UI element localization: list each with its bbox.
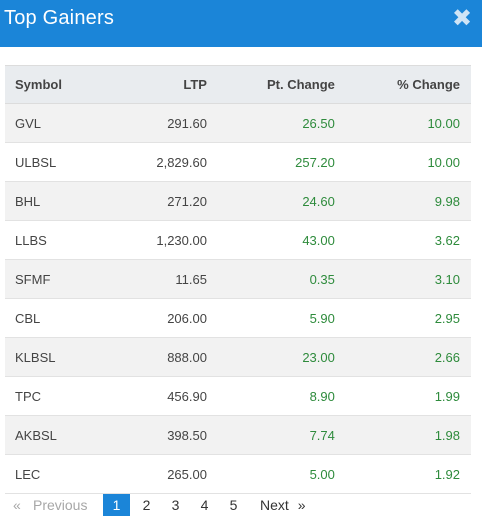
previous-page-button: Previous xyxy=(33,497,88,513)
cell-pct-change: 1.99 xyxy=(434,388,460,404)
column-header-ltp[interactable]: LTP xyxy=(112,65,208,104)
cell-ltp: 271.20 xyxy=(167,193,207,209)
modal-header: Top Gainers ✖ xyxy=(0,0,482,47)
cell-symbol: ULBSL xyxy=(15,154,57,170)
table-row[interactable]: KLBSL 888.00 23.00 2.66 xyxy=(5,337,471,377)
cell-symbol: GVL xyxy=(15,115,42,131)
table-row[interactable]: ULBSL 2,829.60 257.20 10.00 xyxy=(5,142,471,182)
table-header-row: Symbol LTP Pt. Change % Change xyxy=(5,65,471,104)
cell-ltp: 456.90 xyxy=(167,388,207,404)
cell-pt-change: 23.00 xyxy=(302,349,335,365)
cell-pct-change: 9.98 xyxy=(434,193,460,209)
table-body: GVL 291.60 26.50 10.00 ULBSL 2,829.60 25… xyxy=(5,103,471,494)
cell-pct-change: 2.66 xyxy=(434,349,460,365)
cell-pt-change: 8.90 xyxy=(309,388,335,404)
cell-pt-change: 24.60 xyxy=(302,193,335,209)
cell-symbol: BHL xyxy=(15,193,41,209)
cell-ltp: 291.60 xyxy=(167,115,207,131)
close-icon[interactable]: ✖ xyxy=(451,5,473,32)
cell-pct-change: 10.00 xyxy=(427,115,460,131)
gainers-table: Symbol LTP Pt. Change % Change GVL 291.6… xyxy=(5,65,471,494)
table-row[interactable]: BHL 271.20 24.60 9.98 xyxy=(5,181,471,221)
cell-ltp: 11.65 xyxy=(175,271,207,287)
cell-ltp: 888.00 xyxy=(167,349,207,365)
previous-arrow-icon: « xyxy=(13,497,21,513)
cell-pct-change: 10.00 xyxy=(427,154,460,170)
cell-pct-change: 3.10 xyxy=(434,271,460,287)
cell-pt-change: 257.20 xyxy=(295,154,335,170)
page-button-4[interactable]: 4 xyxy=(200,497,209,513)
cell-ltp: 2,829.60 xyxy=(156,154,207,170)
cell-pct-change: 3.62 xyxy=(434,232,460,248)
column-header-symbol[interactable]: Symbol xyxy=(5,65,113,104)
cell-ltp: 1,230.00 xyxy=(156,232,207,248)
modal-title: Top Gainers xyxy=(4,7,115,29)
cell-pt-change: 7.74 xyxy=(309,427,335,443)
pagination: « Previous 1 2 3 4 5 Next » xyxy=(13,494,306,516)
next-arrow-icon[interactable]: » xyxy=(297,497,306,513)
table-row[interactable]: TPC 456.90 8.90 1.99 xyxy=(5,376,471,416)
cell-ltp: 398.50 xyxy=(167,427,207,443)
cell-symbol: SFMF xyxy=(15,271,51,287)
cell-symbol: TPC xyxy=(15,388,41,404)
cell-pct-change: 1.92 xyxy=(434,466,460,482)
table-row[interactable]: LLBS 1,230.00 43.00 3.62 xyxy=(5,220,471,260)
cell-symbol: LEC xyxy=(15,466,41,482)
cell-pct-change: 2.95 xyxy=(434,310,460,326)
cell-symbol: KLBSL xyxy=(15,349,56,365)
column-header-pt-change[interactable]: Pt. Change xyxy=(207,65,336,104)
cell-symbol: AKBSL xyxy=(15,427,57,443)
page-button-1[interactable]: 1 xyxy=(103,494,130,516)
column-header-pct-change[interactable]: % Change xyxy=(335,65,471,104)
table-header: Symbol LTP Pt. Change % Change xyxy=(5,65,471,104)
page-button-2[interactable]: 2 xyxy=(142,497,151,513)
cell-pct-change: 1.98 xyxy=(434,427,460,443)
table-row[interactable]: SFMF 11.65 0.35 3.10 xyxy=(5,259,471,299)
cell-pt-change: 43.00 xyxy=(302,232,335,248)
cell-symbol: LLBS xyxy=(15,232,47,248)
page-button-3[interactable]: 3 xyxy=(171,497,180,513)
cell-pt-change: 5.00 xyxy=(309,466,335,482)
page-button-5[interactable]: 5 xyxy=(229,497,238,513)
cell-pt-change: 5.90 xyxy=(309,310,335,326)
cell-pt-change: 26.50 xyxy=(302,115,335,131)
table-row[interactable]: GVL 291.60 26.50 10.00 xyxy=(5,103,471,143)
cell-pt-change: 0.35 xyxy=(309,271,335,287)
gainers-table-container: Symbol LTP Pt. Change % Change GVL 291.6… xyxy=(5,65,471,494)
cell-ltp: 206.00 xyxy=(167,310,207,326)
table-row[interactable]: AKBSL 398.50 7.74 1.98 xyxy=(5,415,471,455)
table-row[interactable]: CBL 206.00 5.90 2.95 xyxy=(5,298,471,338)
cell-symbol: CBL xyxy=(15,310,41,326)
cell-ltp: 265.00 xyxy=(167,466,207,482)
next-page-button[interactable]: Next xyxy=(260,497,289,513)
table-row[interactable]: LEC 265.00 5.00 1.92 xyxy=(5,454,471,494)
